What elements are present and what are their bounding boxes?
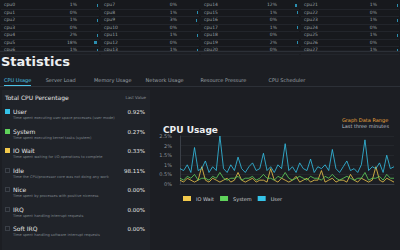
- html-text:cpu24: cpu24: [304, 24, 318, 30]
- html-text:cpu2: cpu2: [4, 17, 15, 22]
- html-text:Time spent waiting for I/O ope: Time spent waiting for I/O operations to…: [13, 155, 103, 159]
- html-text:cpu18: cpu18: [204, 32, 218, 37]
- html-text:Time the CPU/processor core wa: Time the CPU/processor core was not doin…: [13, 174, 109, 179]
- html-text:1%: 1%: [69, 2, 77, 7]
- html-text:cpu13: cpu13: [104, 47, 118, 52]
- html-text:1%: 1%: [169, 32, 177, 37]
- html-text:2%: 2%: [69, 32, 77, 37]
- svg-text:Graph Data Range: Graph Data Range: [341, 116, 389, 123]
- html-text:0%: 0%: [369, 9, 377, 15]
- html-text:cpu25: cpu25: [304, 32, 318, 37]
- html-text:1%: 1%: [369, 32, 377, 37]
- html-text:Soft IRQ: Soft IRQ: [13, 225, 38, 232]
- html-text:0.92%: 0.92%: [127, 109, 145, 115]
- html-text:CPU Usage: CPU Usage: [4, 77, 32, 83]
- html-text:1%: 1%: [69, 17, 77, 22]
- html-text:0%: 0%: [269, 47, 277, 52]
- html-text:Time spent handling interrupt: Time spent handling interrupt requests: [13, 213, 84, 218]
- html-text:0.00%: 0.00%: [127, 187, 145, 193]
- html-text:Idle: Idle: [13, 166, 24, 174]
- html-text:Server Load: Server Load: [45, 77, 76, 83]
- html-text:Last Value: Last Value: [125, 95, 146, 100]
- svg-text:User: User: [271, 196, 283, 202]
- html-text:cpu14: cpu14: [204, 2, 218, 7]
- html-text:Time spent executing user spac: Time spent executing user space processe…: [13, 116, 115, 120]
- html-text:Total CPU Percentage: Total CPU Percentage: [5, 94, 69, 101]
- html-text:0.00%: 0.00%: [127, 206, 145, 213]
- html-text:Time spent by processes with p: Time spent by processes with positive ni…: [13, 194, 99, 198]
- svg-text:Last three minutes: Last three minutes: [342, 123, 389, 129]
- svg-text:0%: 0%: [164, 181, 172, 187]
- svg-text:1%: 1%: [164, 162, 172, 168]
- html-text:Nice: Nice: [13, 186, 27, 193]
- html-text:98.11%: 98.11%: [124, 167, 145, 174]
- html-text:1%: 1%: [69, 47, 77, 52]
- html-text:Statistics: Statistics: [1, 54, 70, 69]
- html-text:0.27%: 0.27%: [127, 128, 145, 135]
- html-text:0%: 0%: [269, 32, 277, 37]
- html-text:0%: 0%: [369, 24, 377, 30]
- html-text:cpu3: cpu3: [4, 24, 15, 30]
- svg-text:2%: 2%: [164, 143, 172, 149]
- html-text:cpu15: cpu15: [204, 9, 218, 15]
- html-text:System: System: [13, 127, 36, 135]
- html-text:2%: 2%: [269, 39, 277, 45]
- html-text:User: User: [13, 108, 27, 115]
- html-text:cpu11: cpu11: [104, 32, 118, 37]
- html-text:cpu9: cpu9: [104, 17, 115, 22]
- html-text:cpu17: cpu17: [204, 24, 218, 30]
- svg-text:System: System: [233, 196, 252, 203]
- html-text:cpu1: cpu1: [4, 9, 15, 15]
- html-text:cpu21: cpu21: [304, 2, 318, 7]
- html-text:0%: 0%: [169, 39, 177, 45]
- html-text:0%: 0%: [69, 24, 77, 30]
- html-text:cpu6: cpu6: [4, 47, 15, 52]
- html-text:IRQ: IRQ: [13, 205, 24, 213]
- html-text:Network Usage: Network Usage: [145, 77, 184, 83]
- html-text:cpu12: cpu12: [104, 39, 118, 45]
- html-text:1%: 1%: [369, 2, 377, 7]
- svg-text:1.5%: 1.5%: [159, 152, 172, 158]
- html-text:cpu19: cpu19: [204, 39, 218, 45]
- html-text:0%: 0%: [169, 2, 177, 7]
- html-text:0.00%: 0.00%: [127, 226, 145, 232]
- html-text:0%: 0%: [69, 9, 77, 15]
- html-text:1%: 1%: [269, 24, 277, 30]
- html-text:cpu20: cpu20: [204, 47, 218, 52]
- html-text:cpu26: cpu26: [304, 39, 318, 45]
- html-text:1%: 1%: [269, 9, 277, 15]
- html-text:Memory Usage: Memory Usage: [94, 77, 132, 83]
- html-text:Resource Pressure: Resource Pressure: [200, 77, 247, 83]
- html-text:cpu0: cpu0: [4, 2, 15, 7]
- html-text:cpu5: cpu5: [4, 39, 15, 45]
- html-text:1%: 1%: [369, 47, 377, 52]
- html-text:CPU Scheduler: CPU Scheduler: [268, 77, 306, 83]
- svg-text:CPU Usage: CPU Usage: [163, 125, 218, 135]
- html-text:cpu8: cpu8: [104, 9, 115, 15]
- html-text:3%: 3%: [169, 17, 177, 22]
- svg-text:0.5%: 0.5%: [159, 171, 172, 177]
- html-text:cpu23: cpu23: [304, 17, 318, 22]
- svg-text:2.5%: 2.5%: [159, 133, 172, 139]
- html-text:0%: 0%: [169, 24, 177, 30]
- html-text:12%: 12%: [267, 2, 277, 7]
- html-text:0.33%: 0.33%: [127, 148, 145, 154]
- html-text:Time spent handling software i: Time spent handling software interrupt r…: [13, 233, 100, 237]
- html-text:1%: 1%: [369, 17, 377, 22]
- html-text:18%: 18%: [67, 39, 77, 45]
- html-text:Time spent executing kernel ta: Time spent executing kernel tasks (syste…: [13, 135, 92, 140]
- html-text:0%: 0%: [369, 39, 377, 45]
- html-text:cpu4: cpu4: [4, 32, 15, 37]
- html-text:cpu22: cpu22: [304, 9, 318, 15]
- html-text:1%: 1%: [169, 9, 177, 15]
- html-text:IO Wait: IO Wait: [13, 147, 35, 154]
- html-text:cpu27: cpu27: [304, 47, 318, 52]
- html-text:1%: 1%: [169, 47, 177, 52]
- html-text:cpu7: cpu7: [104, 2, 115, 7]
- svg-text:IO Wait: IO Wait: [196, 196, 214, 202]
- html-text:0%: 0%: [269, 17, 277, 22]
- html-text:cpu10: cpu10: [104, 24, 118, 30]
- html-text:cpu16: cpu16: [204, 17, 218, 22]
